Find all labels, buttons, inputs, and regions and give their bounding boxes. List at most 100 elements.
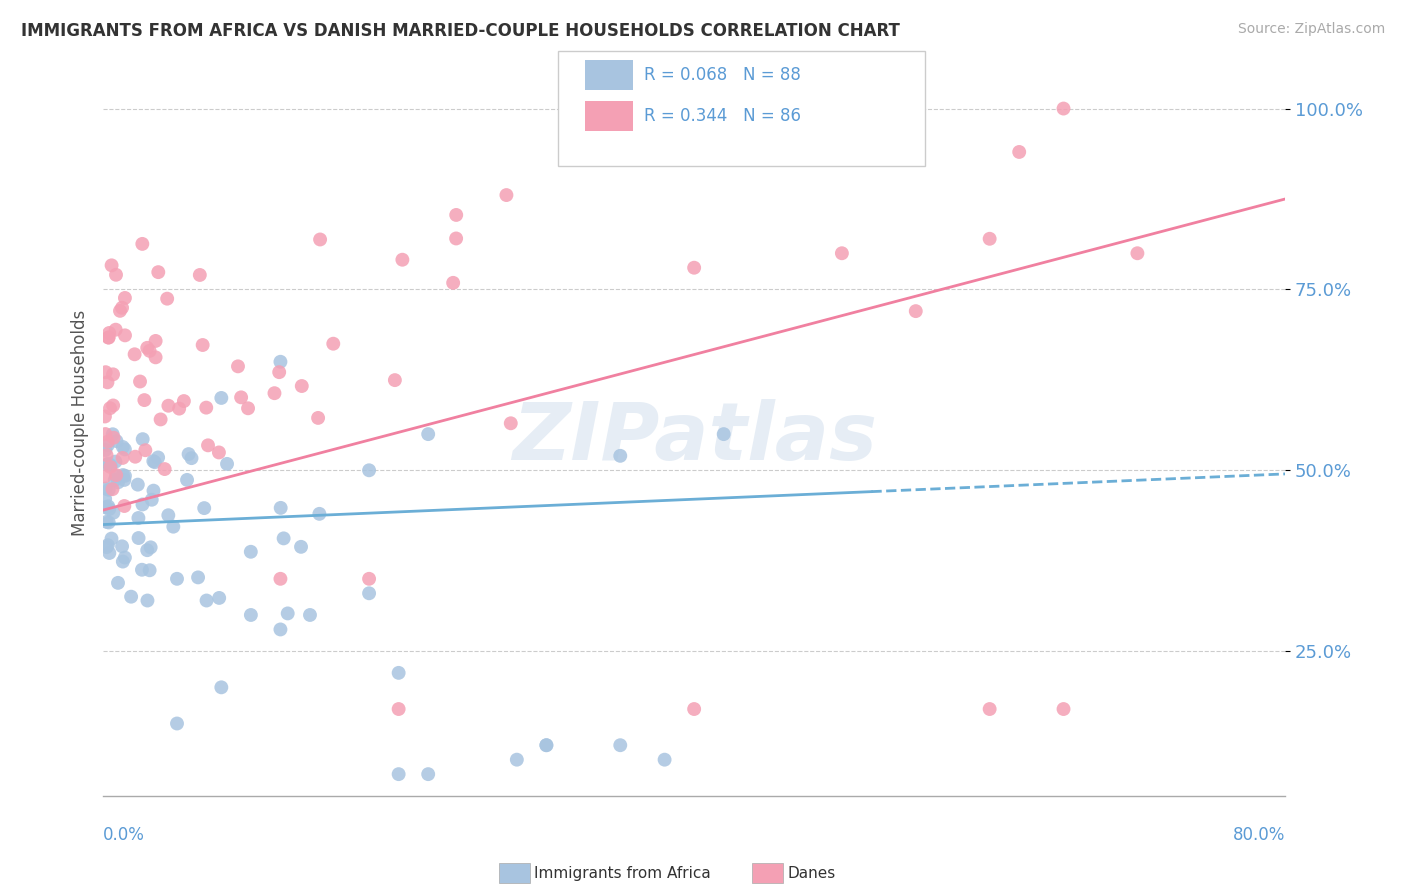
FancyBboxPatch shape xyxy=(585,61,633,90)
Point xyxy=(979,232,1001,246)
Point xyxy=(97,516,120,530)
Point xyxy=(98,326,121,340)
Point xyxy=(162,519,184,533)
Point xyxy=(128,531,150,545)
Point xyxy=(101,399,124,413)
Point xyxy=(904,116,927,130)
Point xyxy=(114,328,136,343)
Point xyxy=(96,448,118,462)
Point xyxy=(208,445,231,459)
Point xyxy=(180,451,202,466)
Point xyxy=(139,541,162,555)
Text: R = 0.344   N = 86: R = 0.344 N = 86 xyxy=(644,107,801,125)
Point xyxy=(107,475,129,490)
Point xyxy=(187,570,209,584)
Point xyxy=(359,572,381,586)
Point xyxy=(654,753,676,767)
Point xyxy=(269,572,291,586)
Point xyxy=(129,375,152,389)
Point xyxy=(269,623,291,637)
Point xyxy=(359,586,381,600)
Point xyxy=(98,401,121,416)
Point xyxy=(236,401,259,416)
Text: 0.0%: 0.0% xyxy=(103,826,145,844)
Point xyxy=(97,538,120,552)
Point xyxy=(153,462,176,476)
Point xyxy=(97,434,120,449)
Point xyxy=(98,459,121,474)
Point xyxy=(101,482,124,496)
Point xyxy=(309,232,332,246)
Point xyxy=(127,477,149,491)
Point xyxy=(94,409,117,424)
Point xyxy=(441,276,464,290)
Point xyxy=(143,455,166,469)
Y-axis label: Married-couple Households: Married-couple Households xyxy=(72,310,89,536)
Point xyxy=(157,508,180,523)
Point xyxy=(104,455,127,469)
Point xyxy=(97,483,120,497)
Text: Immigrants from Africa: Immigrants from Africa xyxy=(534,866,711,880)
Text: IMMIGRANTS FROM AFRICA VS DANISH MARRIED-COUPLE HOUSEHOLDS CORRELATION CHART: IMMIGRANTS FROM AFRICA VS DANISH MARRIED… xyxy=(21,22,900,40)
Point xyxy=(127,511,149,525)
Point xyxy=(166,572,188,586)
Point xyxy=(100,258,122,272)
Point xyxy=(209,681,232,695)
Text: 80.0%: 80.0% xyxy=(1233,826,1285,844)
Point xyxy=(97,438,120,452)
Point xyxy=(136,341,159,355)
Point xyxy=(146,450,169,465)
Point xyxy=(104,323,127,337)
Point xyxy=(215,457,238,471)
Point xyxy=(114,291,136,305)
Point xyxy=(195,401,218,415)
Point xyxy=(103,431,125,445)
Point xyxy=(298,607,321,622)
Point xyxy=(270,500,292,515)
Point xyxy=(96,458,118,472)
Point xyxy=(136,543,159,558)
Point xyxy=(177,447,200,461)
Point xyxy=(418,427,440,442)
Point xyxy=(136,593,159,607)
Point xyxy=(1126,246,1149,260)
Point xyxy=(801,123,824,137)
Point xyxy=(124,347,146,361)
Point xyxy=(273,532,295,546)
Point xyxy=(157,399,180,413)
Point xyxy=(138,563,160,577)
Point xyxy=(114,442,136,457)
Point xyxy=(94,427,117,442)
Point xyxy=(176,473,198,487)
Point xyxy=(609,738,631,752)
Point xyxy=(388,665,411,680)
Point xyxy=(111,555,134,569)
Point xyxy=(156,292,179,306)
Point xyxy=(322,336,344,351)
Point xyxy=(97,330,120,344)
Point xyxy=(209,391,232,405)
Point xyxy=(108,303,131,318)
Point xyxy=(188,268,211,282)
Point xyxy=(145,351,167,365)
Point xyxy=(134,393,156,408)
Text: Source: ZipAtlas.com: Source: ZipAtlas.com xyxy=(1237,22,1385,37)
Point xyxy=(226,359,249,374)
Point xyxy=(100,532,122,546)
Point xyxy=(112,473,135,487)
Point xyxy=(683,702,706,716)
Point xyxy=(96,540,118,554)
Point xyxy=(197,438,219,452)
Point xyxy=(131,498,153,512)
Point xyxy=(94,469,117,483)
Point xyxy=(104,473,127,487)
Point xyxy=(239,545,262,559)
Point xyxy=(105,468,128,483)
Point xyxy=(609,449,631,463)
Point xyxy=(506,753,529,767)
Point xyxy=(94,482,117,496)
FancyBboxPatch shape xyxy=(558,51,925,166)
Point xyxy=(145,334,167,348)
Point xyxy=(173,394,195,409)
Point xyxy=(114,550,136,565)
